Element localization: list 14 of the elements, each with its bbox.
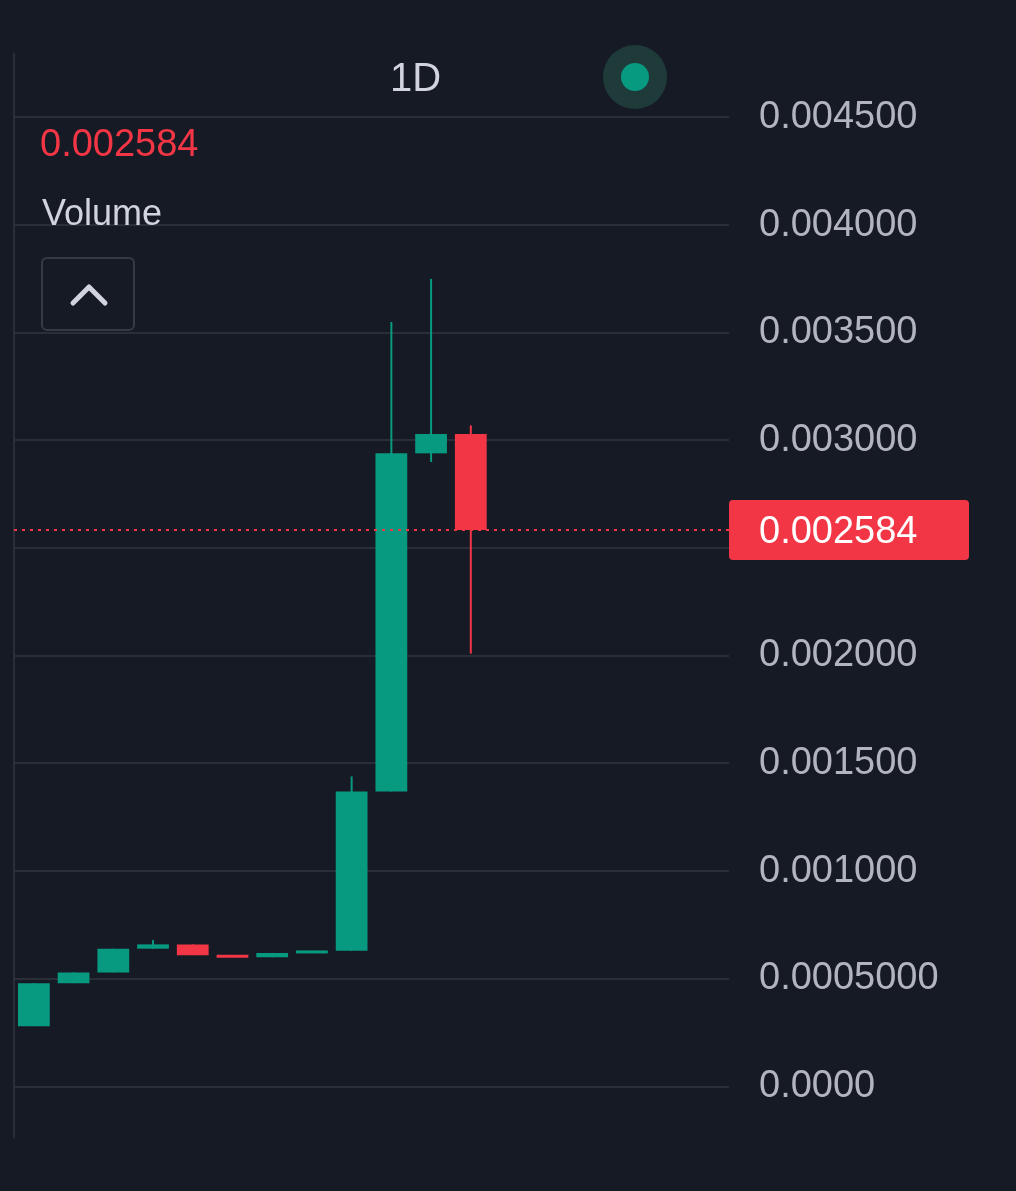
y-tick-label: 0.0005000	[759, 955, 939, 998]
ref-line-label: 0.002584	[759, 508, 918, 551]
y-tick-label: 0.0000	[759, 1063, 876, 1105]
y-tick-label: 0.004000	[759, 201, 918, 244]
candlestick	[415, 277, 447, 463]
y-tick-label: 0.003000	[759, 416, 918, 459]
y-tick-label: 0.001500	[759, 739, 918, 782]
y-tick-label: 0.002000	[759, 632, 918, 675]
y-tick-label: 0.004500	[759, 93, 918, 136]
y-tick-label: 0.003500	[759, 309, 918, 352]
annotation: 0.002584	[40, 122, 199, 165]
chart-subtitle: 1D	[390, 55, 442, 100]
y-tick-label: 0.001000	[759, 847, 918, 890]
annotation: Volume	[42, 192, 163, 234]
